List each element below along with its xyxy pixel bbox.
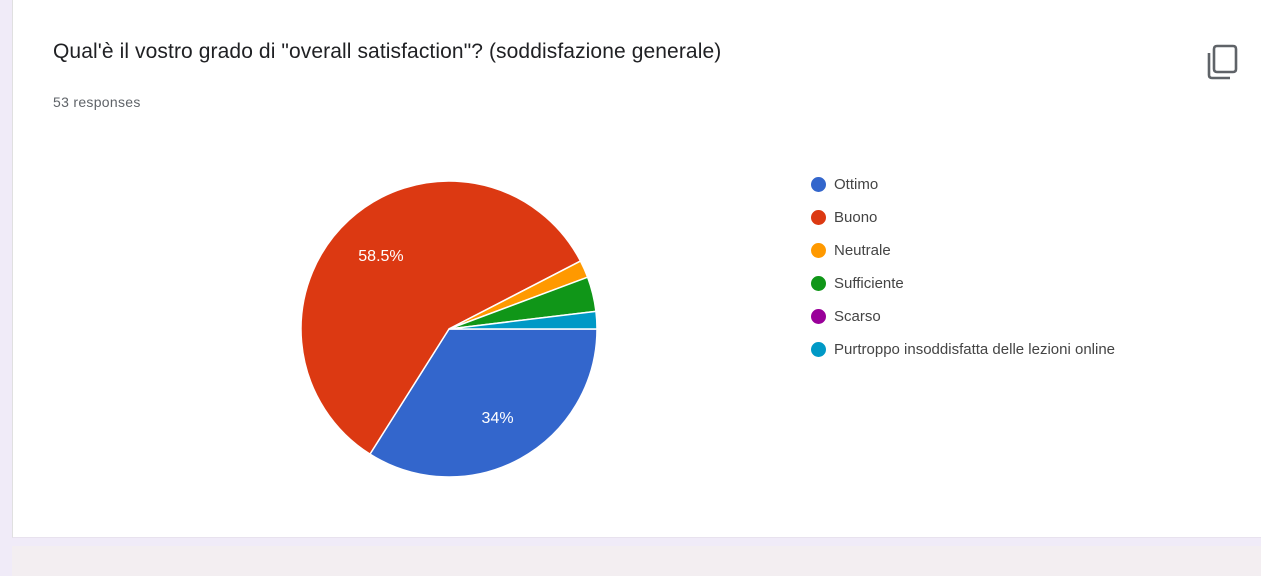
next-question-card xyxy=(12,546,1261,576)
legend-label: Ottimo xyxy=(834,176,879,193)
legend-label: Purtroppo insoddisfatta delle lezioni on… xyxy=(834,341,1116,358)
legend-item[interactable]: Scarso xyxy=(806,306,1136,328)
legend-swatch xyxy=(811,210,826,225)
pie-slice-purtroppo[interactable] xyxy=(448,310,598,330)
slice-data-label: 58.5% xyxy=(358,248,403,265)
legend-swatch xyxy=(811,276,826,291)
legend-item[interactable]: Neutrale xyxy=(806,240,1136,262)
legend-item[interactable]: Ottimo xyxy=(806,174,1136,196)
legend-item[interactable]: Buono xyxy=(806,207,1136,229)
legend-swatch xyxy=(811,309,826,324)
legend-swatch xyxy=(811,177,826,192)
question-card: Qual'è il vostro grado di "overall satis… xyxy=(12,0,1261,538)
legend-swatch xyxy=(811,243,826,258)
legend-swatch xyxy=(811,342,826,357)
legend-label: Neutrale xyxy=(834,242,891,259)
legend-label: Scarso xyxy=(834,308,881,325)
pie-slice-buono[interactable] xyxy=(300,180,582,456)
slice-data-label: 34% xyxy=(482,410,514,427)
response-count: 53 responses xyxy=(53,94,141,110)
chart-legend: Ottimo Buono Neutrale Sufficiente Scarso Purt… xyxy=(806,174,1136,361)
question-title: Qual'è il vostro grado di "overall satis… xyxy=(53,40,722,63)
legend-label: Sufficiente xyxy=(834,275,904,292)
legend-label: Buono xyxy=(834,209,878,226)
pie-slice-ottimo[interactable] xyxy=(368,328,598,478)
legend-item[interactable]: Sufficiente xyxy=(806,273,1136,295)
copy-icon xyxy=(1207,44,1238,80)
legend-item[interactable]: Purtroppo insoddisfatta delle lezioni on… xyxy=(806,339,1136,361)
copy-chart-button[interactable] xyxy=(1205,42,1241,82)
